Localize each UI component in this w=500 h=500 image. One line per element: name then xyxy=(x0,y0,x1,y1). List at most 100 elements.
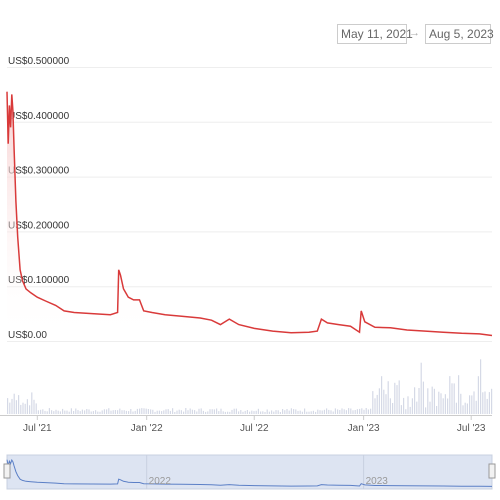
volume-bar xyxy=(117,410,119,414)
volume-bar xyxy=(488,392,490,414)
volume-bar xyxy=(473,391,475,414)
volume-bar xyxy=(447,398,449,414)
navigator-left-handle[interactable] xyxy=(3,463,11,479)
volume-bar xyxy=(55,409,57,414)
volume-bar xyxy=(196,411,198,414)
volume-bar xyxy=(110,410,112,414)
volume-bar xyxy=(145,408,147,414)
volume-bar xyxy=(86,409,88,414)
volume-bar xyxy=(233,408,235,414)
volume-bar xyxy=(392,403,394,414)
date-range-end-input[interactable]: Aug 5, 2023 xyxy=(425,24,494,44)
navigator-right-handle[interactable] xyxy=(488,463,496,479)
volume-bar xyxy=(70,408,72,414)
volume-bar xyxy=(26,399,28,414)
volume-bar xyxy=(266,409,268,414)
volume-bar xyxy=(198,408,200,414)
volume-bar xyxy=(376,394,378,414)
volume-bar xyxy=(491,388,493,414)
volume-bar xyxy=(400,405,402,414)
x-tick-label: Jan '23 xyxy=(348,423,380,434)
volume-bar xyxy=(354,410,356,414)
volume-bar xyxy=(308,411,310,414)
price-area xyxy=(7,91,492,341)
volume-bar xyxy=(315,411,317,414)
volume-bar xyxy=(262,411,264,414)
volume-bar xyxy=(101,410,103,414)
volume-bar xyxy=(246,410,248,414)
volume-bar xyxy=(165,409,167,414)
navigator-line xyxy=(6,458,493,487)
volume-bar xyxy=(13,393,15,414)
volume-bar xyxy=(211,409,213,414)
volume-bar xyxy=(68,411,70,414)
volume-bar xyxy=(125,410,127,414)
y-gridlines xyxy=(7,67,492,342)
volume-bar xyxy=(295,409,297,414)
volume-bar xyxy=(409,406,411,414)
volume-bar xyxy=(37,410,39,414)
volume-bar xyxy=(174,412,176,414)
y-tick-label: US$0.200000 xyxy=(8,220,70,231)
date-range-start-input[interactable]: May 11, 2021 xyxy=(337,24,413,44)
volume-bar xyxy=(178,409,180,414)
volume-bar xyxy=(477,376,479,414)
volume-bar xyxy=(301,411,303,414)
volume-bar xyxy=(279,412,281,414)
volume-bar xyxy=(442,398,444,414)
volume-bar xyxy=(431,386,433,414)
range-navigator[interactable]: 2022 2023 xyxy=(3,454,496,490)
volume-bar xyxy=(255,410,257,414)
volume-bar xyxy=(152,409,154,414)
volume-bar xyxy=(51,410,53,414)
volume-bar xyxy=(405,409,407,414)
volume-bar xyxy=(460,393,462,414)
volume-bar xyxy=(334,408,336,414)
volume-bar xyxy=(444,394,446,414)
volume-bar xyxy=(363,409,365,414)
volume-bar xyxy=(343,409,345,414)
volume-bar xyxy=(172,408,174,414)
volume-bar xyxy=(79,411,81,414)
volume-bar xyxy=(244,410,246,414)
volume-bar xyxy=(284,410,286,414)
volume-bar xyxy=(59,411,61,414)
volume-bar xyxy=(273,411,275,414)
volume-bars xyxy=(7,359,493,414)
volume-bar xyxy=(108,408,110,414)
navigator-year-label: 2023 xyxy=(366,476,389,487)
volume-bar xyxy=(348,408,350,414)
volume-bar xyxy=(455,402,457,414)
volume-bar xyxy=(365,408,367,414)
volume-bar xyxy=(411,398,413,414)
volume-bar xyxy=(97,411,99,414)
volume-bar xyxy=(35,403,37,414)
volume-bar xyxy=(433,388,435,414)
volume-bar xyxy=(62,408,64,414)
volume-bar xyxy=(240,410,242,414)
volume-bar xyxy=(484,391,486,414)
volume-bar xyxy=(299,410,301,414)
volume-bar xyxy=(147,409,149,414)
volume-bar xyxy=(345,410,347,414)
volume-bar xyxy=(92,411,94,414)
volume-bar xyxy=(385,394,387,414)
volume-bar xyxy=(458,375,460,414)
volume-bar xyxy=(132,411,134,414)
volume-bar xyxy=(462,405,464,414)
volume-bar xyxy=(66,410,68,414)
volume-bar xyxy=(326,408,328,414)
volume-bar xyxy=(53,411,55,414)
volume-bar xyxy=(224,411,226,414)
volume-bar xyxy=(304,408,306,414)
volume-bar xyxy=(200,408,202,414)
volume-bar xyxy=(73,411,75,414)
volume-bar xyxy=(378,388,380,414)
volume-bar xyxy=(42,409,44,414)
volume-bar xyxy=(24,403,26,414)
volume-bar xyxy=(231,409,233,414)
navigator-year-labels: 2022 2023 xyxy=(149,476,389,487)
volume-bar xyxy=(396,385,398,414)
volume-bar xyxy=(356,409,358,414)
navigator-window[interactable] xyxy=(6,454,493,490)
